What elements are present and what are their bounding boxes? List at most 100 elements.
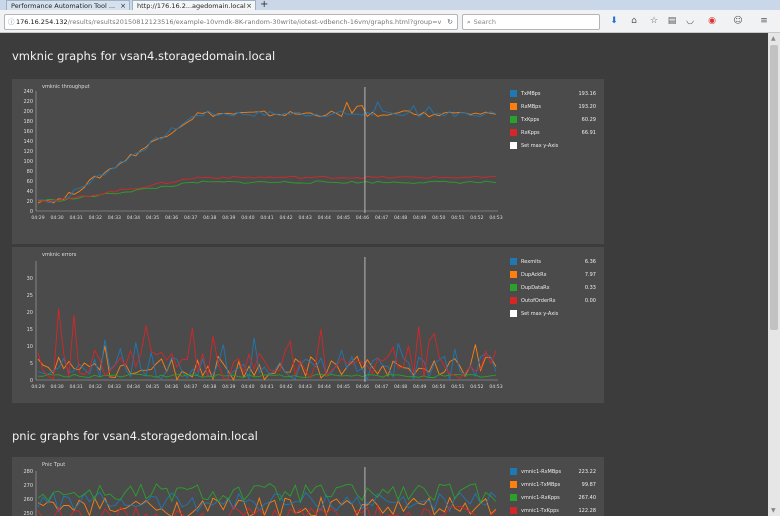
chart-pnic-tput: Pnic Tput240250260270280 <box>23 462 497 516</box>
series-line-OutofOrderRx <box>37 308 497 380</box>
menu-icon[interactable]: ≡ <box>760 16 768 26</box>
scroll-down-icon[interactable]: ▼ <box>771 507 776 514</box>
x-tick-label: 04:46 <box>356 215 369 221</box>
chart-title: vmknic errors <box>42 252 77 258</box>
legend-item[interactable]: vmnic1-RxMBps 223.22 <box>510 467 602 480</box>
close-tab-icon[interactable]: × <box>246 2 252 10</box>
x-tick-label: 04:49 <box>413 215 426 221</box>
x-tick-label: 04:44 <box>318 384 331 390</box>
legend-swatch <box>510 284 517 291</box>
legend-throughput: TxMBps 193.16 RxMBps 193.20 TxKpps 60.29 Rx… <box>510 89 602 154</box>
x-tick-label: 04:40 <box>241 215 254 221</box>
chat-icon[interactable]: ☺ <box>733 16 743 26</box>
tab-graphs[interactable]: http://176.16.2...agedomain.local × <box>132 0 256 10</box>
scroll-up-icon[interactable]: ▲ <box>771 35 776 42</box>
y-tick-label: 30 <box>27 276 33 282</box>
x-tick-label: 04:51 <box>451 384 464 390</box>
y-tick-label: 240 <box>23 89 33 95</box>
tab-performance-automation[interactable]: Performance Automation Tool ... × <box>6 0 130 10</box>
download-icon[interactable]: ⬇ <box>610 16 618 26</box>
x-tick-label: 04:43 <box>299 215 312 221</box>
series-line-vmnic1-TxKpps <box>37 504 497 516</box>
legend-item[interactable]: vmnic1-RxKpps 267.40 <box>510 493 602 506</box>
x-tick-label: 04:41 <box>260 215 273 221</box>
legend-item[interactable]: OutofOrderRx 0.00 <box>510 296 602 309</box>
y-tick-label: 60 <box>27 179 33 185</box>
x-tick-label: 04:36 <box>165 215 178 221</box>
legend-value: 0.00 <box>584 298 596 304</box>
x-tick-label: 04:30 <box>50 384 63 390</box>
y-tick-label: 200 <box>23 109 33 115</box>
y-tick-label: 280 <box>23 469 33 475</box>
legend-item[interactable]: Rexmits 6.36 <box>510 257 602 270</box>
globe-icon: ⓘ <box>8 18 15 26</box>
reload-icon[interactable]: ↻ <box>447 18 453 26</box>
legend-value: 6.36 <box>584 259 596 265</box>
set-max-y-axis-toggle[interactable]: Set max y-Axis <box>510 141 602 154</box>
home-icon[interactable]: ⌂ <box>631 16 637 26</box>
x-tick-label: 04:52 <box>470 384 483 390</box>
page-content: vmknic graphs for vsan4.storagedomain.lo… <box>0 33 768 516</box>
new-tab-button[interactable]: + <box>260 0 269 10</box>
x-tick-label: 04:48 <box>394 215 407 221</box>
series-line-RxKpps <box>37 175 497 202</box>
x-tick-label: 04:31 <box>70 384 83 390</box>
x-tick-label: 04:50 <box>432 384 445 390</box>
pocket-icon[interactable]: ◡ <box>686 16 694 26</box>
series-line-TxMBps <box>37 100 497 203</box>
set-max-y-axis-toggle[interactable]: Set max y-Axis <box>510 309 602 322</box>
legend-value: 7.97 <box>584 272 596 278</box>
checkbox[interactable] <box>510 142 517 149</box>
x-tick-label: 04:46 <box>356 384 369 390</box>
bookmark-star-icon[interactable]: ☆ <box>649 16 659 26</box>
reading-list-icon[interactable]: ▤ <box>667 16 677 26</box>
addon-icon[interactable]: ◉ <box>708 16 716 26</box>
y-tick-label: 20 <box>27 199 33 205</box>
chart-title: vmknic throughput <box>42 84 90 90</box>
url-bar[interactable]: ⓘ 176.16.254.132/results/results201508121… <box>4 14 458 30</box>
legend-value: 122.28 <box>578 508 597 514</box>
chart-title: Pnic Tput <box>42 462 65 468</box>
section-title-pnic: pnic graphs for vsan4.storagedomain.loca… <box>12 429 258 443</box>
navigation-toolbar: ⓘ 176.16.254.132/results/results201508121… <box>0 10 780 33</box>
x-tick-label: 04:29 <box>31 215 44 221</box>
vertical-scrollbar[interactable]: ▲ ▼ <box>768 33 780 516</box>
legend-item[interactable]: DupAckRx 7.97 <box>510 270 602 283</box>
legend-swatch <box>510 468 517 475</box>
close-tab-icon[interactable]: × <box>120 2 126 10</box>
legend-errors: Rexmits 6.36 DupAckRx 7.97 DupDataRx 0.33 O… <box>510 257 602 322</box>
x-tick-label: 04:35 <box>146 384 159 390</box>
set-max-y-axis-label: Set max y-Axis <box>521 311 559 317</box>
legend-item[interactable]: RxMBps 193.20 <box>510 102 602 115</box>
x-tick-label: 04:38 <box>203 215 216 221</box>
x-tick-label: 04:36 <box>165 384 178 390</box>
legend-swatch <box>510 129 517 136</box>
legend-item[interactable]: TxMBps 193.16 <box>510 89 602 102</box>
y-tick-label: 80 <box>27 169 33 175</box>
legend-item[interactable]: DupDataRx 0.33 <box>510 283 602 296</box>
legend-item[interactable]: vmnic1-TxMBps 99.87 <box>510 480 602 493</box>
search-input[interactable]: ⌕ Search <box>462 14 600 30</box>
legend-item[interactable]: RxKpps 66.91 <box>510 128 602 141</box>
legend-item[interactable]: vmnic1-TxKpps 122.28 <box>510 506 602 516</box>
legend-swatch <box>510 103 517 110</box>
x-tick-label: 04:39 <box>222 215 235 221</box>
legend-label: TxMBps <box>521 91 541 97</box>
x-tick-label: 04:31 <box>70 215 83 221</box>
legend-value: 193.20 <box>578 104 597 110</box>
x-tick-label: 04:42 <box>279 384 292 390</box>
x-tick-label: 04:32 <box>89 384 102 390</box>
series-line-TxKpps <box>37 180 497 202</box>
legend-swatch <box>510 271 517 278</box>
x-tick-label: 04:37 <box>184 215 197 221</box>
y-tick-label: 40 <box>27 189 33 195</box>
checkbox[interactable] <box>510 310 517 317</box>
scrollbar-thumb[interactable] <box>770 45 778 330</box>
legend-swatch <box>510 297 517 304</box>
legend-item[interactable]: TxKpps 60.29 <box>510 115 602 128</box>
x-tick-label: 04:47 <box>375 384 388 390</box>
legend-swatch <box>510 507 517 514</box>
chart-panel-pnic: Pnic Tput240250260270280 vmnic1-RxMBps22… <box>12 457 604 516</box>
legend-value: 60.29 <box>581 117 596 123</box>
tab-bar: Performance Automation Tool ... × http:/… <box>0 0 780 10</box>
